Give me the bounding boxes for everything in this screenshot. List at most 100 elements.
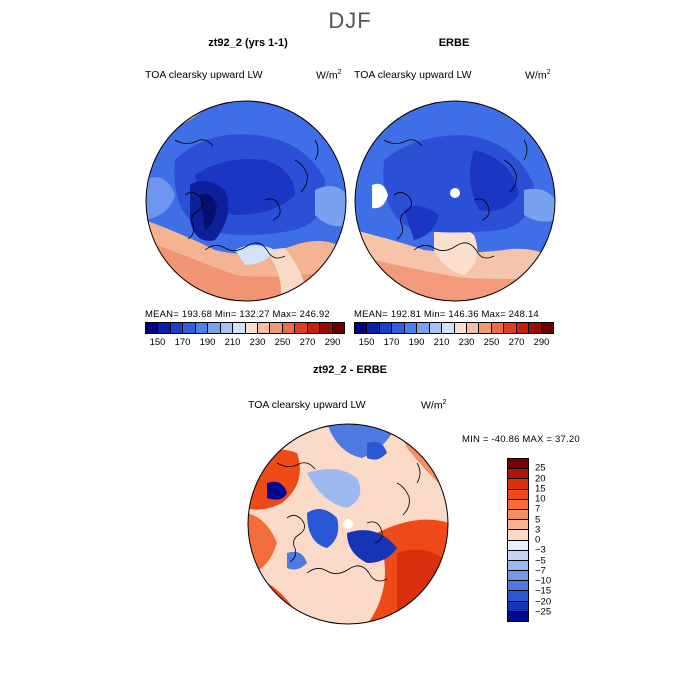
colorbar-tick-label: 270 <box>508 337 525 348</box>
colorbar-tick-label: 190 <box>408 337 425 348</box>
panel-3-variable-label: TOA clearsky upward LW <box>248 399 366 411</box>
colorbar-swatch <box>429 323 443 333</box>
colorbar-tick-label: 210 <box>224 337 241 348</box>
colorbar-swatch <box>508 520 528 531</box>
colorbar-swatch <box>158 323 171 333</box>
panel-3-title: zt92_2 - ERBE <box>313 364 387 376</box>
colorbar-tick-label: 270 <box>299 337 316 348</box>
colorbar-swatch <box>417 323 430 333</box>
colorbar-swatch <box>392 323 405 333</box>
colorbar-tick-label: 5 <box>535 514 541 525</box>
colorbar-tick-label: 10 <box>535 493 546 505</box>
colorbar-tick-label: −7 <box>535 565 546 577</box>
colorbar-tick-label: −5 <box>535 555 546 566</box>
colorbar-tick-label: 170 <box>383 337 400 348</box>
panel-3-stats: MIN = -40.86 MAX = 37.20 <box>462 434 580 445</box>
panel-1-title: zt92_2 (yrs 1-1) <box>208 37 288 49</box>
panel-2-polar-map <box>354 100 556 302</box>
colorbar-swatch <box>508 540 528 551</box>
colorbar-swatch <box>208 323 221 333</box>
panel-1-variable-label: TOA clearsky upward LW <box>145 69 263 81</box>
colorbar-swatch <box>282 323 296 333</box>
colorbar-tick-label: 150 <box>358 337 375 348</box>
panel-2-colorbar-ticks: 150 170 190 210 230 250 270 290 <box>354 337 554 349</box>
colorbar-swatch <box>529 323 542 333</box>
colorbar-swatch <box>195 323 209 333</box>
colorbar-tick-label: 170 <box>174 337 191 348</box>
colorbar-swatch <box>257 323 271 333</box>
colorbar-swatch <box>170 323 184 333</box>
colorbar-swatch <box>508 611 528 621</box>
colorbar-swatch <box>233 323 246 333</box>
colorbar-swatch <box>504 323 517 333</box>
colorbar-swatch <box>270 323 283 333</box>
colorbar-swatch <box>245 323 258 333</box>
colorbar-swatch <box>508 499 528 510</box>
colorbar-swatch <box>332 323 344 333</box>
colorbar-tick-label: 20 <box>535 473 546 484</box>
colorbar-tick-label: 230 <box>458 337 475 348</box>
colorbar-swatch <box>146 323 159 333</box>
colorbar-swatch <box>307 323 321 333</box>
colorbar-tick-label: 210 <box>433 337 450 348</box>
colorbar-swatch <box>508 591 528 602</box>
panel-3-colorbar <box>507 458 529 622</box>
figure-title: DJF <box>328 8 372 33</box>
colorbar-swatch <box>508 560 528 572</box>
colorbar-swatch <box>541 323 553 333</box>
colorbar-tick-label: 290 <box>324 337 341 348</box>
colorbar-tick-label: 290 <box>533 337 550 348</box>
panel-2-units-label: W/m2 <box>525 69 551 82</box>
colorbar-swatch <box>508 459 528 470</box>
panel-1-stats: MEAN= 193.68 Min= 132.27 Max= 246.92 <box>145 309 330 320</box>
panel-2-variable-label: TOA clearsky upward LW <box>354 69 472 81</box>
colorbar-swatch <box>295 323 308 333</box>
colorbar-tick-label: −15 <box>535 585 552 597</box>
colorbar-tick-label: 0 <box>535 534 541 546</box>
colorbar-tick-label: 230 <box>249 337 266 348</box>
panel-2-stats: MEAN= 192.81 Min= 146.36 Max= 248.14 <box>354 309 539 320</box>
colorbar-swatch <box>454 323 467 333</box>
colorbar-swatch <box>516 323 530 333</box>
colorbar-swatch <box>508 550 528 561</box>
panel-1-colorbar <box>145 322 345 334</box>
colorbar-tick-label: 190 <box>199 337 216 348</box>
colorbar-swatch <box>508 601 528 612</box>
colorbar-tick-label: −3 <box>535 544 546 556</box>
colorbar-swatch <box>355 323 368 333</box>
colorbar-tick-label: −20 <box>535 596 552 607</box>
colorbar-swatch <box>220 323 234 333</box>
panel-2-colorbar <box>354 322 554 334</box>
colorbar-swatch <box>508 509 528 521</box>
colorbar-swatch <box>508 530 528 541</box>
colorbar-swatch <box>320 323 333 333</box>
colorbar-tick-label: 250 <box>274 337 291 348</box>
colorbar-tick-label: −25 <box>535 606 552 618</box>
colorbar-tick-label: 3 <box>535 524 541 536</box>
panel-2-pole-missing-data <box>450 188 460 198</box>
colorbar-swatch <box>479 323 492 333</box>
colorbar-swatch <box>508 489 528 500</box>
panel-1-units-label: W/m2 <box>316 69 342 82</box>
colorbar-swatch <box>404 323 418 333</box>
colorbar-tick-label: 250 <box>483 337 500 348</box>
panel-1-polar-map <box>145 100 347 302</box>
colorbar-tick-label: 25 <box>535 462 546 474</box>
colorbar-swatch <box>491 323 505 333</box>
panel-2-title: ERBE <box>438 37 470 49</box>
colorbar-tick-label: 7 <box>535 503 541 515</box>
panel-3-units-label: W/m2 <box>421 399 447 412</box>
colorbar-swatch <box>367 323 380 333</box>
colorbar-swatch <box>508 571 528 582</box>
colorbar-swatch <box>508 479 528 490</box>
panel-3-polar-map <box>247 423 449 625</box>
colorbar-tick-label: 150 <box>149 337 166 348</box>
colorbar-tick-label: 15 <box>535 483 546 495</box>
panel-3-pole-missing-data <box>343 519 353 529</box>
colorbar-swatch <box>379 323 393 333</box>
panel-3-colorbar-ticks: 25 20 15 10 7 5 3 0 −3 −5 −7 −10 −15 −20 −25 <box>535 458 575 622</box>
colorbar-swatch <box>466 323 480 333</box>
colorbar-swatch <box>508 581 528 592</box>
colorbar-swatch <box>183 323 196 333</box>
panel-1-colorbar-ticks: 150 170 190 210 230 250 270 290 <box>145 337 345 349</box>
